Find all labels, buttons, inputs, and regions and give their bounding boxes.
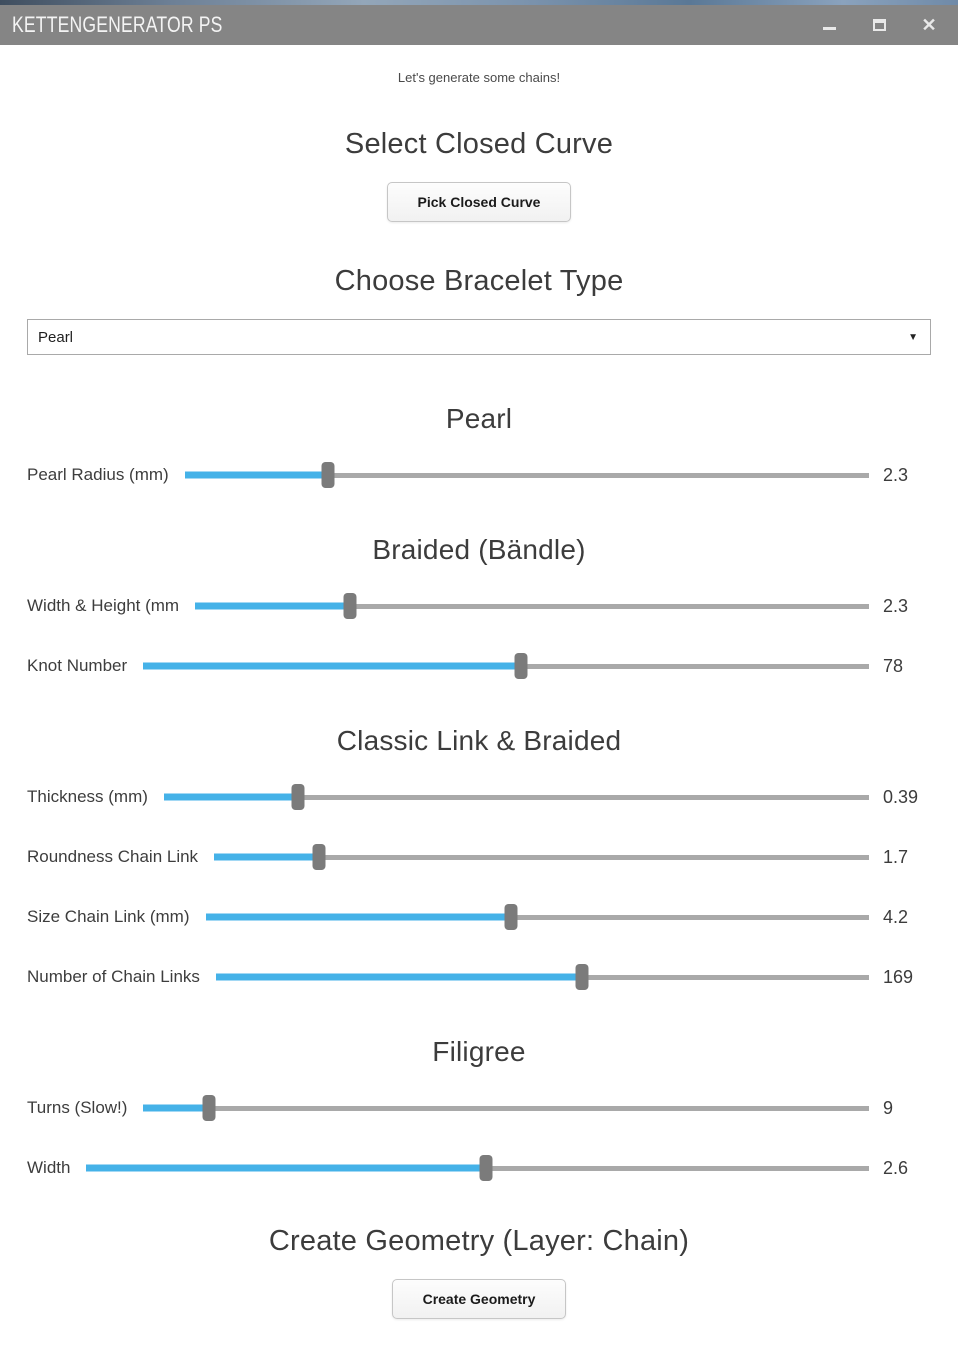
slider-row: Turns (Slow!) 9 — [27, 1095, 931, 1121]
slider-thumb[interactable] — [343, 593, 357, 619]
slider-value: 4.2 — [883, 906, 909, 927]
chevron-down-icon: ▼ — [908, 331, 918, 343]
slider-label: Width — [27, 1158, 71, 1177]
slider-row: Size Chain Link (mm) 4.2 — [27, 904, 931, 930]
close-icon: ✕ — [921, 15, 937, 35]
main-content: Let's generate some chains! Select Close… — [0, 45, 958, 1359]
slider-value: 0.39 — [883, 786, 919, 807]
parameter-section: Filigree Turns (Slow!) 9 Width 2.6 — [0, 1036, 958, 1181]
slider-row: Roundness Chain Link 1.7 — [27, 844, 931, 870]
section-rows: Thickness (mm) 0.39 Roundness Chain Link… — [0, 784, 958, 990]
create-geometry-button[interactable]: Create Geometry — [391, 1279, 567, 1319]
slider-track[interactable] — [205, 904, 869, 930]
section-heading: Braided (Bändle) — [372, 534, 586, 565]
slider-track[interactable] — [143, 653, 869, 679]
slider-label: Turns (Slow!) — [27, 1098, 128, 1117]
slider-label: Size Chain Link (mm) — [27, 907, 190, 926]
slider-track[interactable] — [184, 462, 869, 488]
slider-thumb[interactable] — [575, 964, 589, 990]
window-title: KETTENGENERATOR PS — [12, 12, 223, 37]
section-rows: Turns (Slow!) 9 Width 2.6 — [0, 1095, 958, 1181]
slider-fill — [214, 853, 319, 861]
slider-track[interactable] — [86, 1155, 869, 1181]
slider-value: 9 — [883, 1097, 894, 1118]
slider-value: 1.7 — [883, 846, 909, 867]
slider-label: Knot Number — [27, 656, 128, 675]
slider-fill — [184, 471, 329, 479]
slider-fill — [215, 973, 582, 981]
slider-fill — [143, 662, 521, 670]
slider-track[interactable] — [195, 593, 869, 619]
slider-value: 169 — [883, 966, 914, 987]
slider-label: Roundness Chain Link — [27, 847, 199, 866]
slider-value: 78 — [883, 655, 904, 676]
window-controls: ✕ — [816, 12, 948, 38]
minimize-icon — [822, 26, 836, 30]
slider-label: Width & Height (mm — [27, 596, 180, 615]
slider-row: Number of Chain Links 169 — [27, 964, 931, 990]
slider-thumb[interactable] — [504, 904, 518, 930]
slider-track[interactable] — [143, 1095, 869, 1121]
slider-thumb[interactable] — [479, 1155, 493, 1181]
slider-thumb[interactable] — [321, 462, 335, 488]
slider-fill — [86, 1164, 486, 1172]
parameter-sections: Pearl Pearl Radius (mm) 2.3 Braided (Bän… — [0, 403, 958, 1181]
slider-thumb[interactable] — [514, 653, 528, 679]
slider-value: 2.3 — [883, 595, 909, 616]
slider-label: Pearl Radius (mm) — [27, 465, 169, 484]
heading-choose-bracelet-type: Choose Bracelet Type — [334, 265, 624, 297]
parameter-section: Classic Link & Braided Thickness (mm) 0.… — [0, 725, 958, 990]
slider-row: Thickness (mm) 0.39 — [27, 784, 931, 810]
slider-value: 2.6 — [883, 1157, 909, 1178]
slider-track[interactable] — [163, 784, 869, 810]
slider-thumb[interactable] — [312, 844, 326, 870]
slider-fill — [195, 602, 351, 610]
section-heading: Classic Link & Braided — [336, 725, 622, 756]
slider-thumb[interactable] — [291, 784, 305, 810]
slider-track[interactable] — [215, 964, 869, 990]
close-button[interactable]: ✕ — [916, 12, 942, 38]
heading-create-geometry: Create Geometry (Layer: Chain) — [268, 1225, 690, 1257]
slider-fill — [205, 913, 511, 921]
section-rows: Width & Height (mm 2.3 Knot Number 78 — [0, 593, 958, 679]
slider-label: Number of Chain Links — [27, 967, 200, 986]
section-rows: Pearl Radius (mm) 2.3 — [0, 462, 958, 488]
section-heading: Filigree — [432, 1036, 526, 1067]
maximize-button[interactable] — [866, 12, 892, 38]
intro-text: Let's generate some chains! — [397, 70, 561, 85]
selected-bracelet-type: Pearl — [38, 328, 74, 346]
slider-track[interactable] — [214, 844, 869, 870]
slider-row: Width & Height (mm 2.3 — [27, 593, 931, 619]
bracelet-type-select[interactable]: Pearl ▼ — [27, 319, 931, 355]
pick-closed-curve-button[interactable]: Pick Closed Curve — [386, 182, 572, 222]
slider-row: Knot Number 78 — [27, 653, 931, 679]
maximize-icon — [872, 19, 886, 31]
slider-fill — [163, 793, 298, 801]
section-heading: Pearl — [445, 403, 513, 434]
parameter-section: Pearl Pearl Radius (mm) 2.3 — [0, 403, 958, 488]
slider-row: Pearl Radius (mm) 2.3 — [27, 462, 931, 488]
titlebar: KETTENGENERATOR PS ✕ — [0, 5, 958, 45]
heading-select-closed-curve: Select Closed Curve — [344, 128, 614, 160]
slider-fill — [143, 1104, 209, 1112]
slider-value: 2.3 — [883, 464, 909, 485]
minimize-button[interactable] — [816, 12, 842, 38]
desktop-edge-strip — [0, 0, 958, 5]
slider-row: Width 2.6 — [27, 1155, 931, 1181]
parameter-section: Braided (Bändle) Width & Height (mm 2.3 … — [0, 534, 958, 679]
slider-label: Thickness (mm) — [27, 787, 148, 806]
slider-thumb[interactable] — [202, 1095, 216, 1121]
